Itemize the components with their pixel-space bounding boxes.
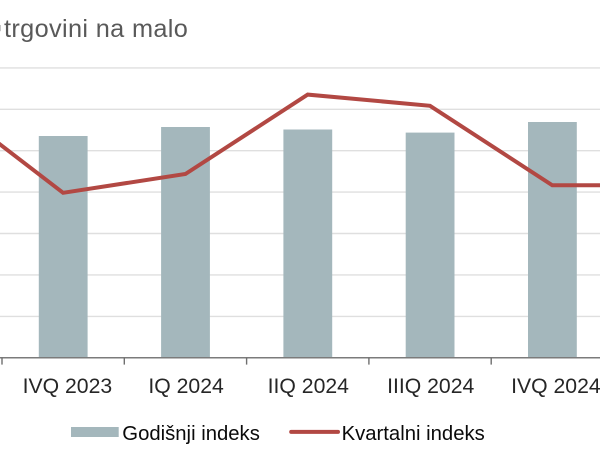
- svg-text:IVQ 2023: IVQ 2023: [23, 375, 113, 398]
- svg-text:Godišnji indeks: Godišnji indeks: [122, 423, 260, 445]
- svg-text:IIQ 2024: IIQ 2024: [268, 375, 349, 398]
- svg-text:IIIQ 2024: IIIQ 2024: [387, 375, 474, 398]
- svg-text:IVQ 2024: IVQ 2024: [511, 375, 600, 398]
- svg-text:IQ 2024: IQ 2024: [148, 375, 224, 398]
- svg-text:Kvartalni indeks: Kvartalni indeks: [342, 423, 485, 445]
- svg-text:trgovini na malo: trgovini na malo: [4, 15, 188, 43]
